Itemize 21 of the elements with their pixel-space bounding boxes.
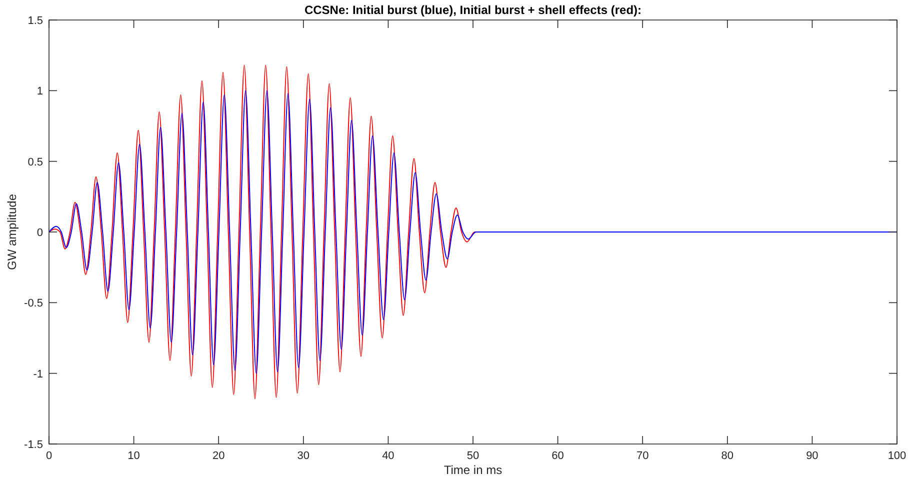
- x-tick-label: 70: [636, 450, 649, 462]
- x-tick-label: 50: [466, 450, 480, 462]
- y-tick-label: -1.5: [24, 439, 43, 451]
- x-tick-label: 40: [382, 450, 394, 462]
- x-tick-label: 80: [721, 450, 734, 462]
- x-tick-label: 60: [552, 450, 564, 462]
- x-tick-label: 0: [46, 450, 52, 462]
- y-tick-label: 1: [36, 86, 43, 98]
- y-tick-label: -0.5: [24, 298, 43, 310]
- x-tick-label: 90: [806, 450, 818, 462]
- x-tick-label: 20: [212, 450, 225, 462]
- y-tick-label: 1.5: [28, 15, 43, 27]
- y-tick-label: -1: [33, 368, 43, 380]
- y-tick-label: 0: [36, 227, 43, 239]
- x-tick-label: 30: [297, 450, 310, 462]
- y-axis-title: GW amplitude: [5, 194, 19, 270]
- chart-title: CCSNe: Initial burst (blue), Initial burst + shell effects (red):: [304, 3, 642, 17]
- x-tick-label: 100: [888, 450, 906, 462]
- y-tick-label: 0.5: [28, 156, 43, 168]
- x-axis-title: Time in ms: [444, 463, 502, 477]
- x-tick-label: 10: [128, 450, 140, 462]
